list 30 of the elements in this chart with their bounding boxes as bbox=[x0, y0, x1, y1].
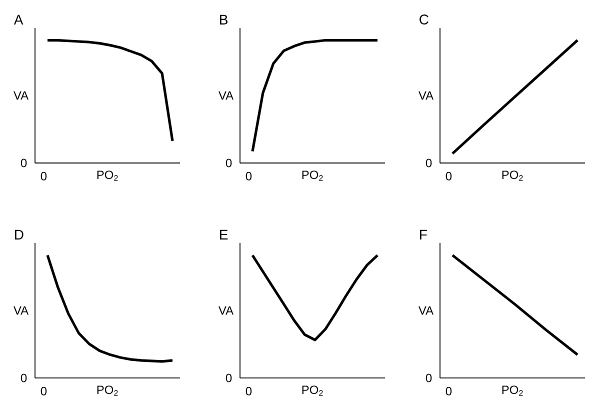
text: 0 bbox=[426, 158, 432, 168]
x-axis-title: PO$_{2}$ bbox=[502, 170, 523, 181]
chart-title: D bbox=[15, 230, 24, 240]
y-axis-title: VA bbox=[418, 91, 434, 100]
text: 0 bbox=[20, 158, 27, 168]
text: 0 bbox=[426, 374, 432, 382]
text: 0 bbox=[446, 172, 452, 180]
text: 0 bbox=[20, 374, 27, 382]
text: 0 bbox=[226, 158, 232, 168]
x-axis-title: PO$_{2}$ bbox=[97, 386, 118, 396]
text: 0 bbox=[226, 374, 232, 382]
text: 0 bbox=[446, 386, 452, 396]
chart-title: C bbox=[420, 14, 428, 24]
chart-title: B bbox=[220, 14, 228, 24]
y-axis-title: VA bbox=[14, 91, 29, 100]
y-axis-title: VA bbox=[218, 91, 234, 100]
y-axis-title: VA bbox=[14, 306, 29, 315]
x-axis-title: PO$_{2}$ bbox=[302, 386, 323, 396]
chart-title: E bbox=[220, 230, 228, 240]
text: 0 bbox=[246, 386, 252, 396]
y-axis-title: VA bbox=[218, 306, 234, 315]
x-axis-title: PO$_{2}$ bbox=[502, 386, 523, 396]
chart-title: F bbox=[420, 230, 427, 240]
x-axis-title: PO$_{2}$ bbox=[97, 170, 118, 181]
y-axis-title: VA bbox=[418, 306, 434, 315]
chart-title: A bbox=[14, 14, 24, 24]
text: 0 bbox=[40, 172, 47, 180]
text: 0 bbox=[246, 172, 252, 180]
text: 0 bbox=[40, 386, 47, 396]
x-axis-title: PO$_{2}$ bbox=[302, 170, 323, 181]
